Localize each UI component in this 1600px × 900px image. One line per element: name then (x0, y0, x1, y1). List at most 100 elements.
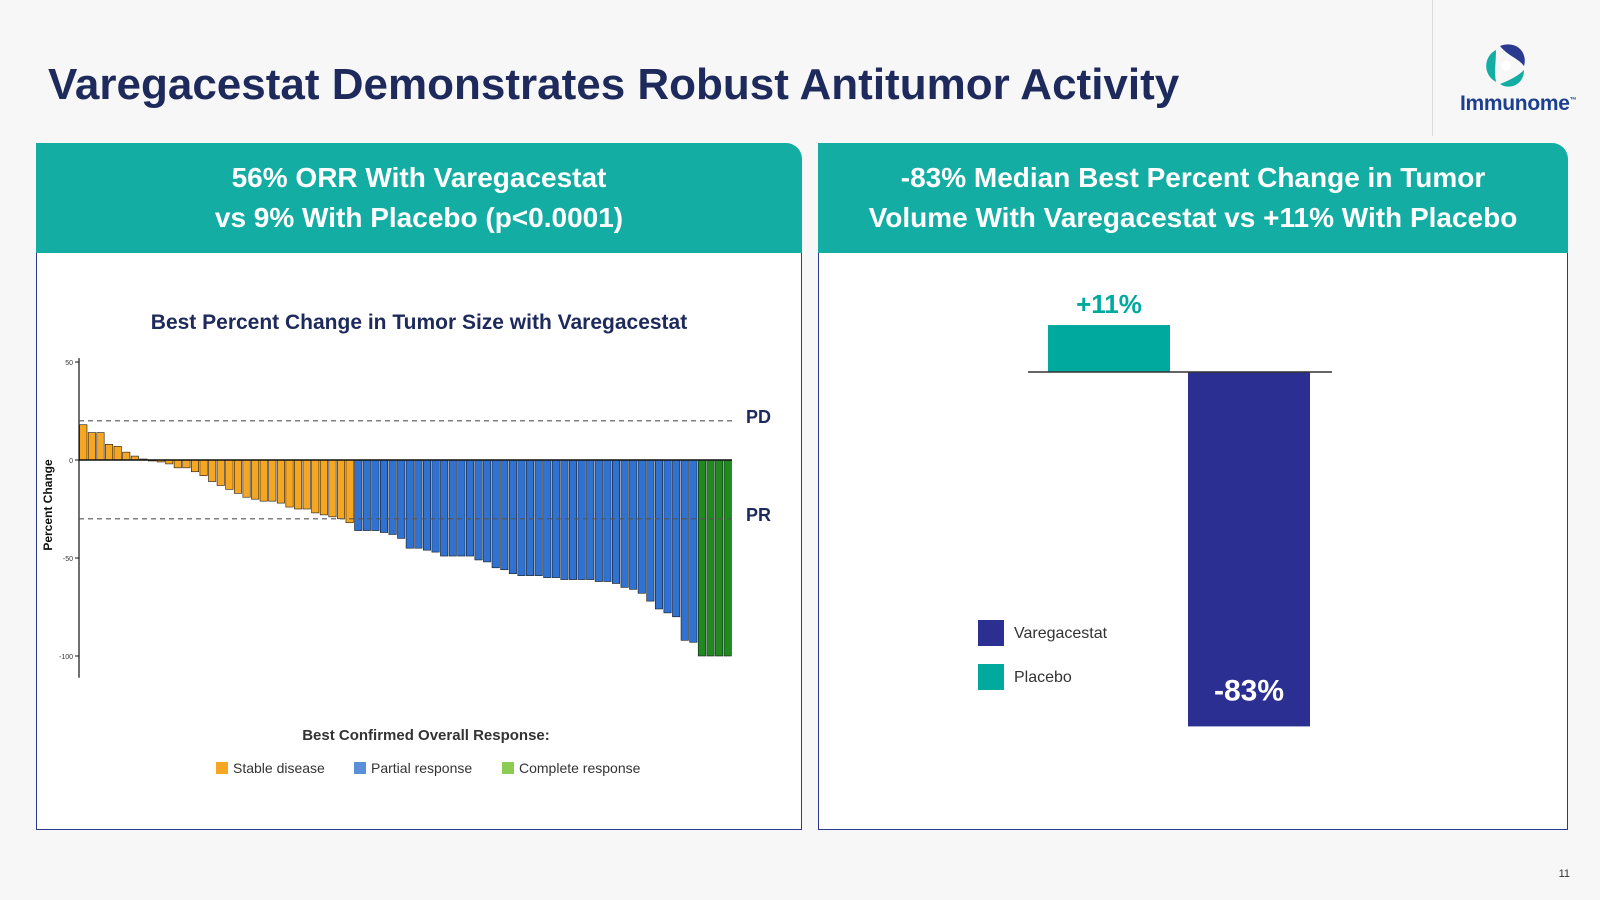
right-panel-header: -83% Median Best Percent Change in Tumor… (818, 143, 1568, 253)
waterfall-bar (612, 459, 621, 584)
waterfall-bar (225, 459, 234, 490)
legend-label: Partial response (371, 760, 472, 776)
waterfall-bar (483, 459, 492, 563)
waterfall-bar (113, 445, 122, 461)
y-tick-label: -50 (63, 556, 73, 563)
summary-legend-swatch (978, 664, 1004, 690)
legend-swatch (354, 762, 366, 774)
waterfall-bar (457, 459, 466, 557)
waterfall-bar (672, 459, 681, 618)
waterfall-bar (620, 459, 629, 588)
y-tick-label: -100 (59, 654, 73, 661)
waterfall-bar (199, 459, 208, 476)
slide-title: Varegacestat Demonstrates Robust Antitum… (48, 60, 1180, 109)
waterfall-bar (105, 444, 114, 461)
waterfall-bar (337, 459, 346, 520)
waterfall-bar (629, 459, 638, 590)
waterfall-bar (663, 459, 672, 614)
y-tick-label: 50 (65, 360, 73, 367)
waterfall-bar (517, 459, 526, 576)
waterfall-bar (465, 459, 474, 557)
waterfall-bar (646, 459, 655, 602)
waterfall-bar (345, 459, 354, 524)
summary-legend-swatch (978, 620, 1004, 646)
waterfall-bar (96, 432, 105, 461)
legend-swatch (502, 762, 514, 774)
waterfall-bar (594, 459, 603, 582)
waterfall-bar (233, 459, 242, 494)
waterfall-bar (208, 459, 217, 482)
reference-label-pr: PR (746, 505, 771, 525)
waterfall-bar (285, 459, 294, 508)
waterfall-bar (586, 459, 595, 580)
waterfall-bar (491, 459, 500, 569)
waterfall-bar (328, 459, 337, 518)
waterfall-bar (362, 459, 371, 531)
waterfall-bar (242, 459, 251, 498)
waterfall-bar (569, 459, 578, 580)
left-header-line2: vs 9% With Placebo (p<0.0001) (214, 202, 624, 233)
waterfall-bar (680, 459, 689, 641)
waterfall-bar (122, 451, 131, 461)
waterfall-bar (397, 459, 406, 539)
waterfall-bar (697, 459, 706, 657)
immunome-logo-icon (1486, 44, 1525, 87)
legend-label: Stable disease (233, 760, 325, 776)
summary-bar-placebo (1048, 325, 1170, 372)
waterfall-bar (431, 459, 440, 553)
waterfall-bar (706, 459, 715, 657)
waterfall-bar (414, 459, 423, 549)
waterfall-bar (689, 459, 698, 643)
waterfall-bar (388, 459, 397, 535)
waterfall-bar (422, 459, 431, 551)
page-number: 11 (1558, 868, 1570, 880)
waterfall-bar (654, 459, 663, 610)
logo-text: Immunome™ (1460, 92, 1577, 115)
waterfall-bar (603, 459, 612, 582)
waterfall-bar (268, 459, 277, 502)
logo-divider (1432, 0, 1433, 136)
summary-bar-varegacestat (1188, 372, 1310, 727)
waterfall-bar (440, 459, 449, 557)
summary-value-label-varegacestat: -83% (1214, 674, 1284, 707)
waterfall-bar (560, 459, 569, 580)
left-panel-header: 56% ORR With Varegacestat vs 9% With Pla… (36, 143, 802, 253)
waterfall-bar (276, 459, 285, 504)
waterfall-bar (190, 459, 199, 473)
summary-legend-label: Varegacestat (1014, 625, 1108, 642)
waterfall-bar (216, 459, 225, 486)
right-header-line2: Volume With Varegacestat vs +11% With Pl… (868, 202, 1518, 233)
waterfall-bar (405, 459, 414, 549)
waterfall-bar (577, 459, 586, 580)
waterfall-bar (534, 459, 543, 576)
legend-swatch (216, 762, 228, 774)
waterfall-bar (448, 459, 457, 557)
waterfall-bar (294, 459, 303, 510)
waterfall-bar (251, 459, 260, 500)
legend-title: Best Confirmed Overall Response: (302, 727, 550, 744)
summary-legend-label: Placebo (1014, 669, 1072, 686)
y-axis-label: Percent Change (41, 459, 55, 551)
waterfall-bar (87, 432, 96, 461)
waterfall-title: Best Percent Change in Tumor Size with V… (151, 311, 687, 334)
waterfall-bar (723, 459, 732, 657)
waterfall-bar (302, 459, 311, 510)
waterfall-chart: Best Percent Change in Tumor Size with V… (41, 311, 771, 776)
right-header-line1: -83% Median Best Percent Change in Tumor (900, 162, 1486, 193)
waterfall-bar (311, 459, 320, 514)
left-header-line1: 56% ORR With Varegacestat (231, 162, 607, 193)
waterfall-bar (182, 459, 191, 469)
waterfall-bar (371, 459, 380, 531)
waterfall-bar (354, 459, 363, 531)
y-tick-label: 0 (69, 458, 73, 465)
waterfall-bar (637, 459, 646, 594)
summary-value-label-placebo: +11% (1076, 289, 1142, 319)
waterfall-bar (79, 424, 88, 461)
waterfall-bar (380, 459, 389, 533)
waterfall-bar (173, 459, 182, 469)
waterfall-bar (508, 459, 517, 574)
reference-label-pd: PD (746, 407, 771, 427)
legend-label: Complete response (519, 760, 641, 776)
waterfall-bar (259, 459, 268, 502)
waterfall-bar (474, 459, 483, 561)
